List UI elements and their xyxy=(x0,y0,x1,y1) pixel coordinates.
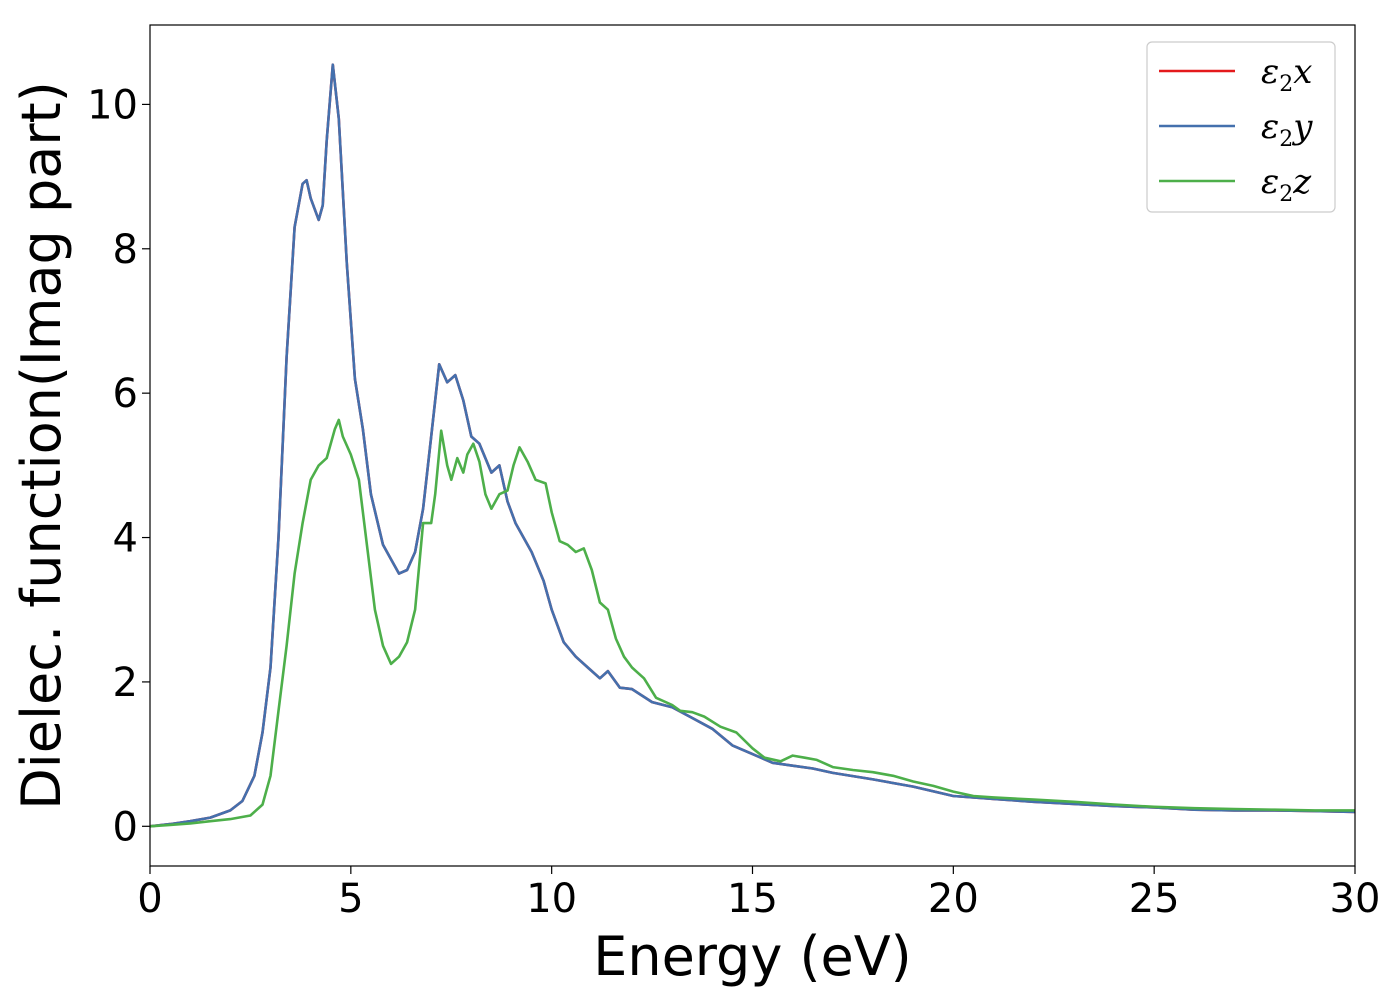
series-lines xyxy=(150,63,1355,828)
x-tick-label: 15 xyxy=(727,876,778,922)
x-tick-label: 20 xyxy=(928,876,979,922)
y-tick-label: 2 xyxy=(113,660,138,706)
y-axis-label: Dielec. function(Imag part) xyxy=(10,81,73,810)
legend-box xyxy=(1146,41,1336,213)
x-axis-label: Energy (eV) xyxy=(593,925,912,988)
series-line-z xyxy=(150,418,1355,828)
y-tick-label: 8 xyxy=(113,227,138,273)
x-tick-label: 10 xyxy=(526,876,577,922)
x-tick-label: 5 xyxy=(338,876,363,922)
legend-label-x: ε2x xyxy=(1261,52,1312,97)
x-axis-ticks: 0 5 10 15 20 25 30 xyxy=(137,866,1380,922)
legend: ε2x ε2y ε2z xyxy=(1146,41,1336,213)
legend-label-y: ε2y xyxy=(1261,107,1313,152)
x-tick-label: 0 xyxy=(137,876,162,922)
x-tick-label: 25 xyxy=(1129,876,1180,922)
y-tick-label: 0 xyxy=(113,804,138,850)
y-axis-ticks: 0 2 4 6 8 10 xyxy=(87,82,150,850)
y-tick-label: 4 xyxy=(113,516,138,562)
y-tick-label: 10 xyxy=(87,82,138,128)
y-tick-label: 6 xyxy=(113,371,138,417)
legend-label-z: ε2z xyxy=(1261,162,1312,207)
series-line-y xyxy=(150,63,1355,828)
x-tick-label: 30 xyxy=(1330,876,1381,922)
